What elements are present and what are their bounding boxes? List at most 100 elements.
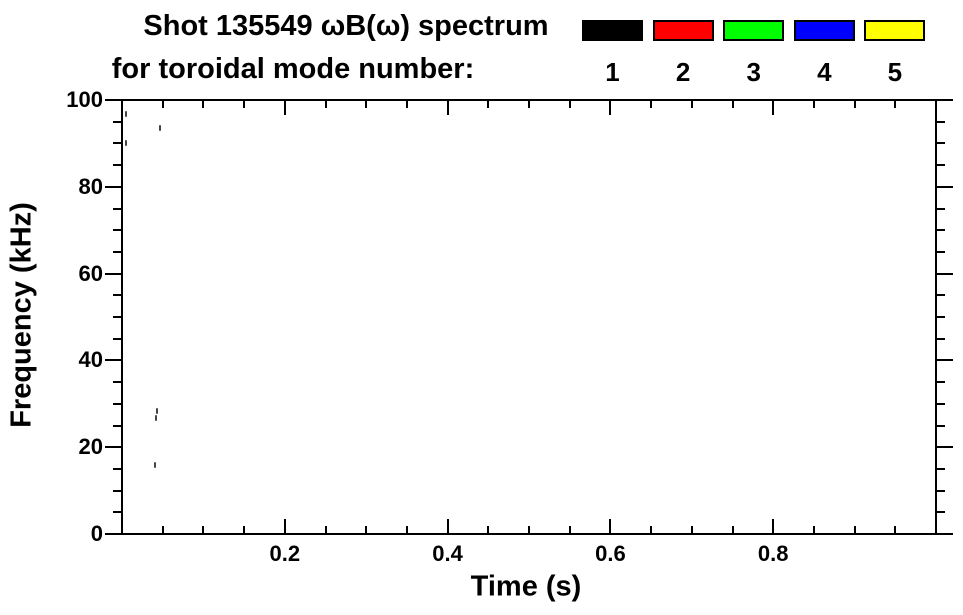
x-tick-minor (650, 526, 653, 533)
y-tick-minor (113, 337, 121, 340)
x-tick-major (283, 101, 286, 115)
x-tick-minor (650, 101, 653, 108)
y-tick-minor (937, 294, 945, 297)
y-tick-major (937, 359, 953, 362)
x-tick-label: 0.8 (757, 541, 789, 566)
x-tick-major (283, 519, 286, 533)
data-point (125, 110, 128, 117)
x-tick-minor (365, 526, 368, 533)
y-tick-minor (937, 337, 945, 340)
y-tick-label: 0 (90, 521, 103, 546)
y-tick-minor (113, 316, 121, 318)
x-tick-major (446, 519, 449, 533)
x-tick-minor (853, 526, 856, 533)
y-tick-minor (113, 489, 121, 492)
legend-swatch-mode-5 (864, 20, 926, 41)
y-tick-label: 100 (66, 87, 103, 112)
y-tick-major (105, 446, 121, 449)
legend-swatch-mode-2 (652, 20, 714, 41)
y-tick-label: 20 (78, 434, 103, 460)
y-tick-minor (937, 250, 945, 253)
data-point (125, 139, 128, 146)
x-tick-major (772, 101, 775, 115)
chart-title-line1: Shot 135549 ωB(ω) spectrum (143, 10, 549, 42)
x-tick-minor (202, 526, 205, 533)
y-tick-minor (113, 402, 121, 405)
plot-area (121, 99, 937, 535)
x-tick-minor (690, 526, 693, 533)
y-tick-minor (113, 207, 121, 210)
y-tick-label: 60 (78, 260, 103, 286)
y-tick-major (937, 185, 953, 188)
x-tick-major (609, 101, 612, 115)
legend-label-mode-4: 4 (817, 57, 832, 87)
x-tick-major (446, 101, 449, 115)
y-tick-minor (113, 294, 121, 297)
legend-swatch-mode-3 (723, 20, 785, 41)
x-tick-minor (202, 101, 205, 108)
y-tick-minor (937, 489, 945, 492)
y-tick-minor (937, 164, 945, 167)
x-tick-minor (812, 101, 815, 108)
x-tick-minor (243, 526, 246, 533)
y-tick-minor (113, 511, 121, 514)
x-tick-label: 0.2 (269, 541, 301, 566)
y-tick-minor (113, 467, 121, 470)
y-tick-minor (937, 424, 945, 427)
y-tick-major (105, 99, 121, 101)
y-tick-minor (113, 229, 121, 232)
y-tick-minor (113, 250, 121, 253)
y-tick-minor (937, 229, 945, 232)
x-tick-minor (528, 101, 530, 108)
x-tick-label: 0.4 (432, 541, 463, 566)
y-tick-major (937, 99, 953, 101)
legend-label-mode-3: 3 (746, 57, 761, 87)
y-tick-major (105, 272, 121, 275)
x-tick-minor (324, 101, 327, 108)
x-tick-minor (731, 526, 734, 533)
y-tick-minor (113, 381, 121, 384)
y-tick-minor (937, 381, 945, 384)
y-tick-minor (937, 142, 945, 145)
x-tick-minor (161, 101, 164, 108)
x-tick-minor (812, 526, 815, 533)
y-tick-minor (937, 120, 945, 123)
y-tick-major (105, 533, 121, 535)
x-tick-minor (365, 101, 368, 108)
x-tick-minor (324, 526, 327, 533)
legend-label-mode-1: 1 (605, 57, 620, 87)
chart-title-line2: for toroidal mode number: (111, 53, 475, 85)
data-point (156, 408, 158, 415)
y-tick-label: 80 (78, 173, 103, 199)
y-tick-minor (937, 467, 945, 470)
y-tick-major (937, 533, 953, 535)
y-tick-minor (937, 207, 945, 210)
data-point (155, 415, 158, 422)
y-tick-minor (113, 120, 121, 123)
x-tick-minor (487, 526, 490, 533)
x-tick-minor (487, 101, 490, 108)
x-axis-title: Time (s) (470, 570, 582, 603)
x-tick-minor (243, 101, 246, 108)
x-tick-minor (568, 101, 571, 108)
x-tick-minor (731, 101, 734, 108)
x-tick-major (609, 519, 612, 533)
x-tick-minor (161, 526, 164, 533)
x-tick-minor (853, 101, 856, 108)
y-tick-major (105, 359, 121, 362)
data-point (154, 461, 157, 468)
x-tick-major (772, 519, 775, 533)
x-tick-minor (894, 526, 897, 533)
legend-swatch-mode-4 (793, 20, 855, 41)
y-tick-major (937, 272, 953, 275)
y-tick-minor (937, 316, 945, 318)
x-tick-minor (568, 526, 571, 533)
legend-swatch-mode-1 (582, 20, 643, 41)
y-tick-major (105, 185, 121, 188)
x-tick-label: 0.6 (595, 541, 626, 566)
y-tick-minor (113, 142, 121, 145)
y-tick-minor (937, 511, 945, 514)
y-axis-title: Frequency (kHz) (5, 202, 38, 428)
x-tick-minor (894, 101, 897, 108)
